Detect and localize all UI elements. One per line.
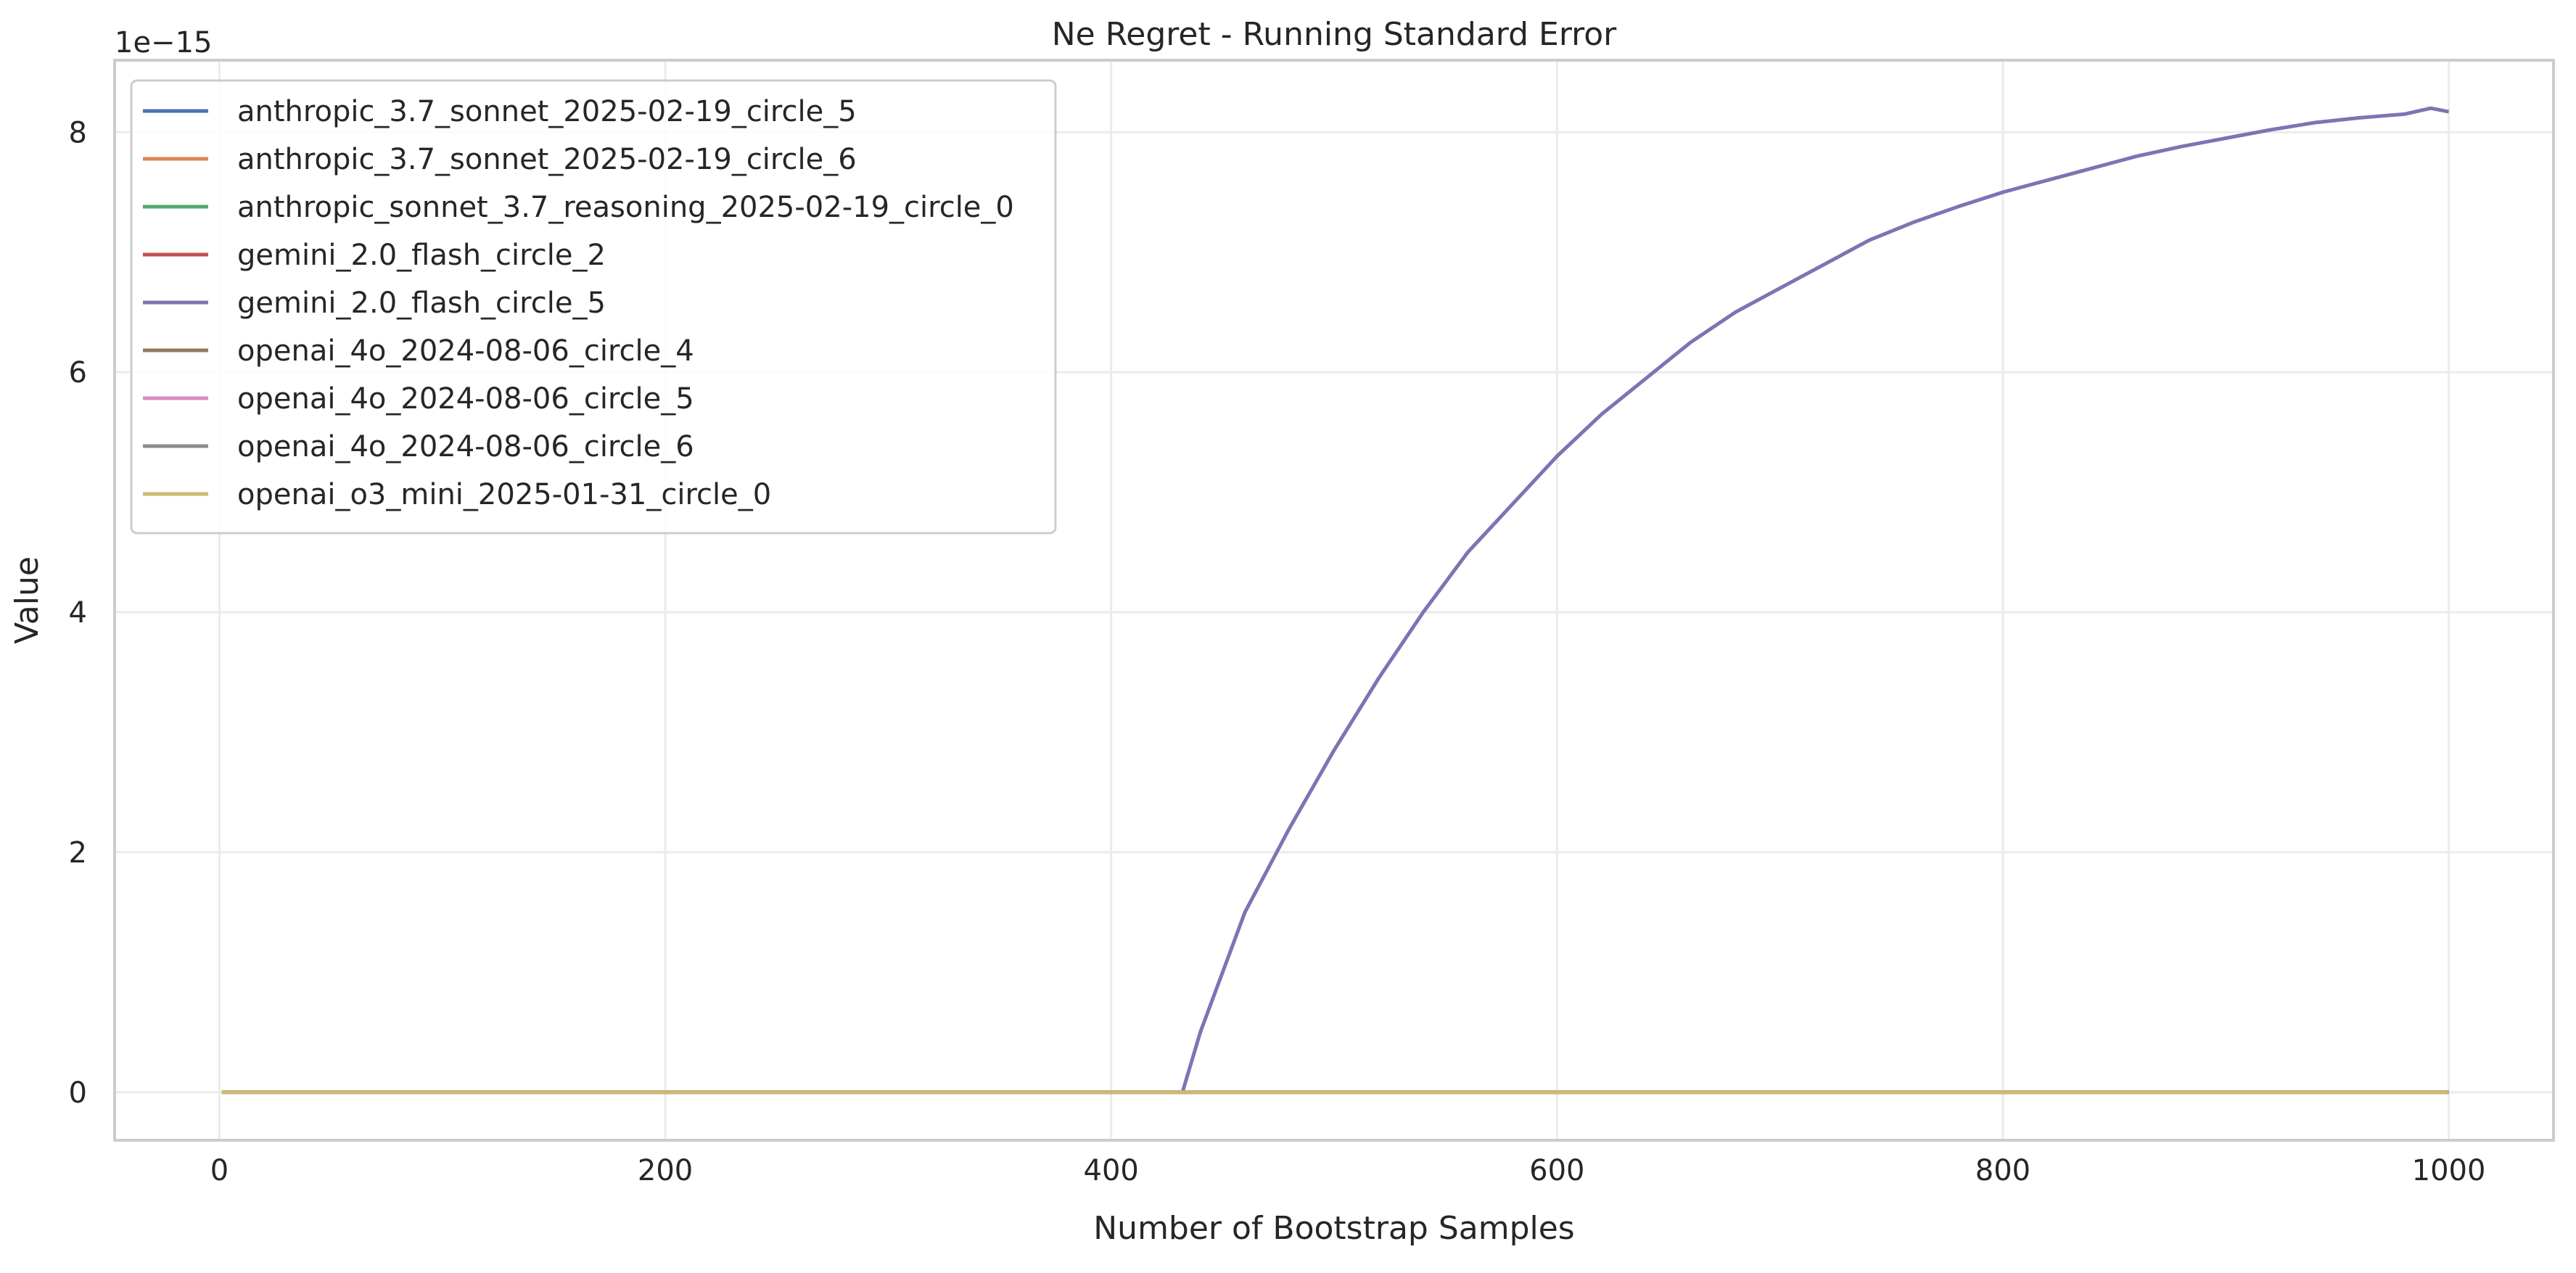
y-tick-label: 0 [69,1076,87,1110]
tick-labels: 0 200 400 600 800 1000 0 2 4 6 8 [69,116,2486,1187]
legend-entry: anthropic_3.7_sonnet_2025-02-19_circle_6 [237,143,857,176]
legend-entry: gemini_2.0_flash_circle_5 [237,287,606,320]
x-tick-label: 600 [1529,1154,1584,1187]
y-tick-label: 4 [69,596,87,630]
y-tick-label: 6 [69,356,87,390]
x-tick-label: 1000 [2412,1154,2486,1187]
y-axis-scale-offset: 1e−15 [115,26,212,59]
legend-entry: openai_o3_mini_2025-01-31_circle_0 [237,478,771,511]
x-tick-label: 200 [638,1154,693,1187]
legend-entry: openai_4o_2024-08-06_circle_5 [237,382,694,416]
legend-entry: openai_4o_2024-08-06_circle_4 [237,334,694,368]
legend-entry: gemini_2.0_flash_circle_2 [237,239,606,272]
x-tick-label: 0 [210,1154,229,1187]
x-axis-label: Number of Bootstrap Samples [1093,1210,1574,1247]
chart-title: Ne Regret - Running Standard Error [1052,16,1617,53]
x-tick-label: 400 [1084,1154,1139,1187]
legend-entry: anthropic_3.7_sonnet_2025-02-19_circle_5 [237,95,857,128]
legend: anthropic_3.7_sonnet_2025-02-19_circle_5… [130,79,1057,535]
y-tick-label: 8 [69,116,87,149]
plot-frame [113,59,2555,1142]
series-lines [221,106,2450,1095]
series-line [221,106,2450,1095]
x-tick-label: 800 [1975,1154,2030,1187]
legend-entry: anthropic_sonnet_3.7_reasoning_2025-02-1… [237,191,1014,224]
legend-box [130,79,1057,535]
legend-entry: openai_4o_2024-08-06_circle_6 [237,430,694,464]
y-tick-label: 2 [69,836,87,870]
y-axis-label: Value [9,556,46,644]
